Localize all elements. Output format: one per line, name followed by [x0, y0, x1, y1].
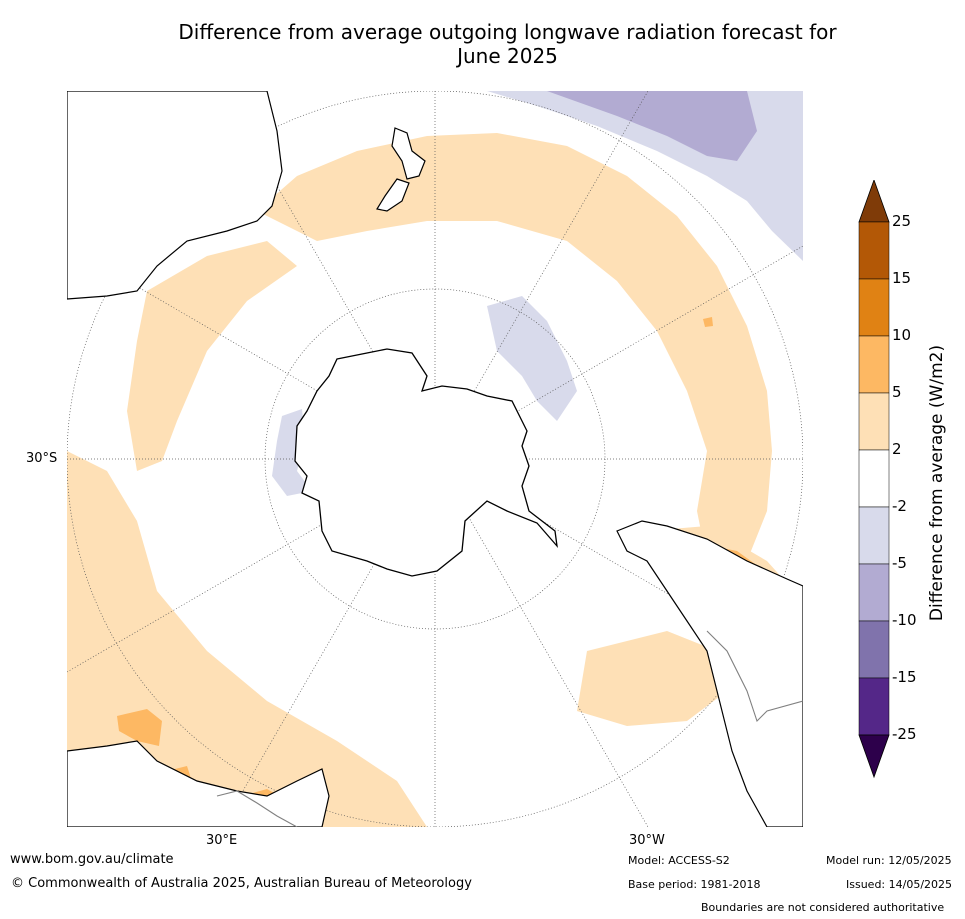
colorbar-bin	[858, 677, 890, 736]
new-zealand-south-island	[376, 178, 410, 212]
africa-coastline	[67, 740, 330, 827]
colorbar-tick-label: 2	[892, 440, 902, 458]
colorbar-tick-label: 10	[892, 326, 912, 344]
issued-text: Issued: 14/05/2025	[846, 878, 953, 891]
colorbar: 25 15 10 5 2 -2 -5 -10 -15 -25	[855, 178, 965, 785]
disclaimer-text: Boundaries are not considered authoritat…	[701, 901, 945, 914]
anomaly-pos-ring-north	[257, 133, 772, 561]
colorbar-tick-label: 25	[892, 212, 912, 230]
colorbar-tick-label: -25	[892, 725, 917, 743]
colorbar-title-text: Difference from average (W/m2)	[927, 344, 947, 622]
polar-map-svg	[67, 91, 803, 827]
colorbar-bin	[858, 221, 890, 280]
website-link[interactable]: www.bom.gov.au/climate	[10, 852, 174, 867]
colorbar-bin	[858, 620, 890, 679]
colorbar-bin	[858, 392, 890, 451]
south-america-coastline	[616, 520, 803, 827]
colorbar-svg	[858, 178, 890, 779]
longitude-label-east: 30°E	[206, 833, 238, 848]
copyright-text: © Commonwealth of Australia 2025, Austra…	[11, 876, 472, 891]
anomaly-pos-southeast	[577, 631, 727, 726]
colorbar-tick-label: 15	[892, 269, 912, 287]
australia-coastline	[67, 91, 283, 300]
anomaly-pos-mid-1	[117, 709, 162, 746]
colorbar-tick-label: -2	[892, 497, 907, 515]
title-line-2: June 2025	[457, 44, 558, 68]
colorbar-tick-label: -15	[892, 668, 917, 686]
new-zealand-north-island	[391, 127, 426, 180]
title-line-1: Difference from average outgoing longwav…	[178, 20, 837, 44]
model-run-text: Model run: 12/05/2025	[826, 854, 952, 867]
africa-border	[216, 790, 298, 827]
longitude-label-west: 30°W	[629, 833, 665, 848]
base-period-text: Base period: 1981-2018	[628, 878, 761, 891]
colorbar-extend-top	[858, 178, 890, 223]
colorbar-extend-bottom	[858, 734, 890, 779]
antarctica-coastline	[294, 348, 558, 577]
colorbar-tick-label: 5	[892, 383, 902, 401]
colorbar-tick-label: -10	[892, 611, 917, 629]
colorbar-bin	[858, 449, 890, 508]
map-title: Difference from average outgoing longwav…	[0, 20, 965, 68]
anomaly-neg-atlantic-sector	[487, 296, 577, 421]
anomaly-pos-mid-5	[703, 317, 713, 327]
colorbar-bin	[858, 563, 890, 622]
colorbar-bin	[858, 506, 890, 565]
south-america-border	[706, 630, 803, 723]
colorbar-tick-label: -5	[892, 554, 907, 572]
model-text: Model: ACCESS-S2	[628, 854, 730, 867]
anomaly-pos-west	[127, 241, 297, 471]
colorbar-bin	[858, 278, 890, 337]
polar-map	[67, 91, 803, 827]
latitude-label: 30°S	[26, 451, 58, 466]
colorbar-bin	[858, 335, 890, 394]
anomaly-neg-mid-ne	[547, 91, 757, 161]
